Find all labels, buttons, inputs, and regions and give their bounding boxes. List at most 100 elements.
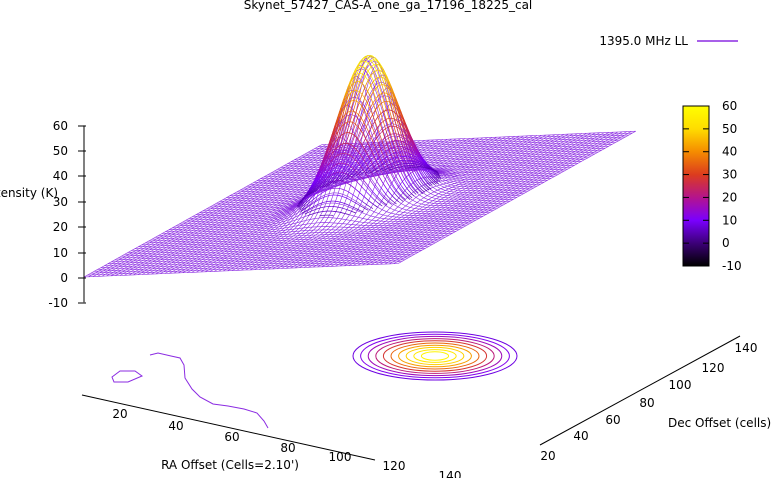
peak-mesh-line — [318, 207, 322, 209]
peak-mesh-line — [365, 100, 369, 107]
peak-mesh-line — [381, 128, 385, 138]
peak-mesh-line — [313, 212, 317, 214]
peak-mesh-line — [402, 131, 406, 135]
peak-mesh-line — [397, 105, 401, 112]
peak-mesh-line — [421, 166, 425, 169]
peak-mesh-line — [375, 98, 379, 107]
peak-mesh-line — [403, 155, 407, 164]
peak-mesh-line — [379, 134, 383, 143]
peak-mesh-line — [394, 167, 398, 169]
peak-mesh-line — [381, 200, 385, 204]
peak-mesh-line — [369, 151, 373, 156]
peak-mesh-line — [324, 195, 328, 198]
peak-mesh-line — [412, 148, 416, 152]
peak-mesh-line — [400, 165, 404, 168]
peak-mesh-line — [394, 156, 398, 159]
peak-mesh-line — [334, 180, 338, 184]
peak-mesh-line — [357, 60, 361, 66]
peak-mesh-line — [336, 165, 340, 172]
peak-mesh-line — [313, 186, 317, 192]
peak-mesh-line — [363, 164, 367, 169]
peak-mesh-line — [354, 87, 359, 96]
peak-mesh-line — [366, 76, 371, 83]
peak-mesh-line — [389, 153, 393, 156]
peak-mesh-line — [342, 169, 346, 175]
peak-mesh-line — [432, 171, 437, 176]
peak-mesh-line — [404, 137, 408, 141]
peak-mesh-line — [388, 140, 393, 149]
peak-mesh-line — [380, 163, 384, 166]
mesh-line — [335, 133, 574, 267]
peak-mesh-line — [374, 84, 379, 93]
peak-mesh-line — [328, 138, 333, 148]
peak-mesh-line — [411, 139, 415, 145]
peak-mesh-line — [393, 92, 397, 100]
peak-mesh-line — [324, 165, 328, 173]
peak-mesh-line — [306, 195, 310, 199]
peak-mesh-line — [390, 199, 395, 203]
mesh-line — [258, 74, 497, 270]
peak-mesh-line — [373, 128, 377, 133]
peak-mesh-line — [368, 164, 372, 168]
peak-mesh-line — [343, 102, 347, 113]
peak-mesh-line — [382, 190, 386, 195]
peak-mesh-line — [332, 141, 336, 151]
peak-mesh-line — [356, 168, 360, 173]
peak-mesh-line — [376, 201, 380, 205]
peak-mesh-line — [359, 83, 363, 91]
peak-mesh-line — [387, 148, 391, 151]
peak-mesh-line — [412, 146, 417, 150]
peak-mesh-line — [368, 60, 372, 64]
peak-mesh-line — [358, 170, 362, 174]
peak-mesh-line — [381, 119, 386, 123]
peak-mesh-line — [430, 170, 435, 175]
peak-mesh-line — [380, 194, 384, 198]
peak-mesh-line — [367, 185, 372, 190]
peak-mesh-line — [378, 198, 382, 202]
peak-mesh-line — [372, 109, 376, 115]
peak-mesh-line — [402, 117, 406, 124]
y-axis-line — [539, 335, 741, 446]
peak-mesh-line — [305, 192, 309, 197]
peak-mesh-line — [343, 163, 347, 169]
peak-mesh-line — [351, 71, 356, 79]
peak-mesh-line — [352, 157, 357, 163]
peak-mesh-line — [371, 162, 375, 166]
colorbar-tick-label: -10 — [722, 259, 742, 273]
contour-ring — [420, 351, 450, 361]
peak-mesh-line — [413, 144, 417, 150]
peak-mesh-line — [417, 162, 421, 165]
peak-mesh-line — [341, 104, 345, 115]
peak-mesh-line — [433, 173, 437, 178]
peak-mesh-line — [373, 159, 378, 163]
peak-mesh-line — [408, 149, 412, 152]
peak-mesh-line — [428, 186, 432, 190]
peak-mesh-line — [380, 114, 385, 124]
peak-mesh-line — [389, 89, 394, 95]
peak-mesh-line — [397, 129, 401, 139]
peak-mesh-line — [302, 197, 306, 202]
mesh-line — [281, 135, 520, 269]
peak-mesh-line — [345, 124, 350, 135]
peak-mesh-line — [345, 93, 350, 103]
peak-mesh-line — [329, 170, 334, 176]
peak-mesh-line — [383, 156, 388, 160]
peak-mesh-line — [415, 149, 419, 154]
colorbar-tick-label: 30 — [722, 168, 737, 182]
peak-mesh-line — [318, 188, 322, 192]
mesh-line — [330, 133, 569, 267]
colorbar-tick-label: 10 — [722, 213, 737, 227]
peak-mesh-line — [393, 111, 397, 114]
peak-mesh-line — [377, 182, 381, 188]
contour-ring — [413, 349, 457, 363]
peak-mesh-line — [308, 189, 312, 194]
peak-mesh-line — [389, 125, 393, 128]
peak-mesh-line — [350, 185, 354, 188]
peak-mesh-line — [366, 161, 370, 166]
peak-mesh-line — [436, 176, 440, 180]
peak-mesh-line — [387, 117, 391, 120]
peak-mesh-line — [384, 150, 388, 153]
peak-mesh-line — [355, 68, 360, 77]
peak-mesh-line — [366, 130, 370, 137]
peak-mesh-line — [339, 102, 344, 112]
